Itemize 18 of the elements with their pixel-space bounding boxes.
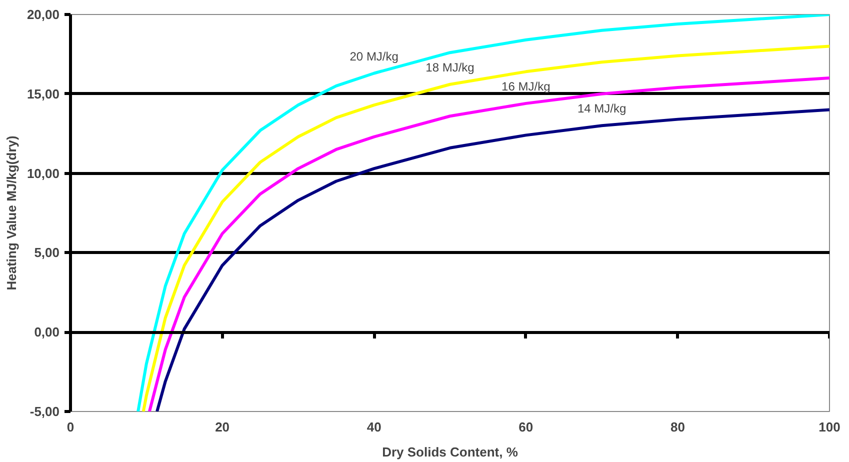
- y-tick-label: 5,00: [34, 245, 60, 260]
- y-tick-label: 20,00: [26, 7, 60, 22]
- x-tick-label: 40: [366, 420, 382, 434]
- x-tick-label: 80: [670, 420, 685, 434]
- y-tick-label: 15,00: [26, 86, 60, 102]
- x-tick-label: 100: [818, 420, 840, 434]
- x-tick-label: 20: [215, 420, 230, 434]
- x-tick-label: 60: [518, 420, 534, 434]
- annotation: 18 MJ/kg: [426, 60, 474, 74]
- x-tick-label: 0: [66, 420, 74, 434]
- y-tick-label: 0,00: [34, 324, 60, 340]
- y-tick-label: -5,00: [30, 404, 60, 419]
- y-tick-label: 10,00: [26, 166, 60, 181]
- x-axis-title: Dry Solids Content, %: [382, 444, 518, 460]
- y-axis-title: Heating Value MJ/kg(dry): [4, 136, 19, 290]
- annotation: 16 MJ/kg: [502, 79, 550, 94]
- annotation: 20 MJ/kg: [350, 49, 398, 64]
- annotation: 14 MJ/kg: [577, 102, 626, 116]
